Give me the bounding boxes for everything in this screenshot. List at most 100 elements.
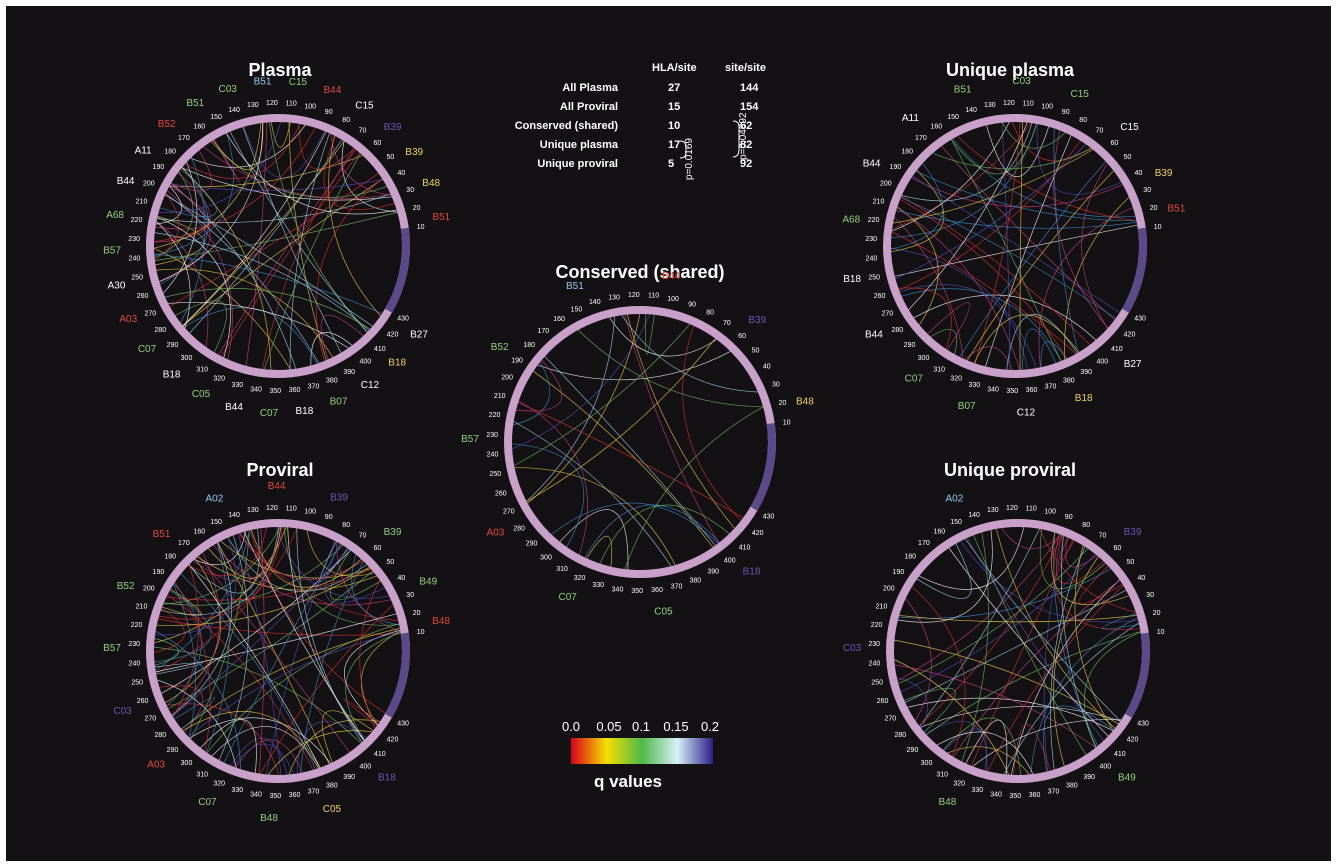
tick-label: 120: [266, 100, 278, 107]
tick-label: 220: [868, 217, 880, 224]
tick-label: 170: [915, 135, 927, 142]
tick-label: 90: [325, 514, 333, 521]
chord: [951, 123, 1037, 175]
chord: [154, 127, 316, 243]
hla-label: C07: [198, 797, 217, 808]
chord: [898, 548, 1089, 684]
tick-label: 20: [1153, 610, 1161, 617]
tick-label: 250: [871, 679, 883, 686]
genome-ring: [146, 519, 410, 783]
tick-label: 50: [1124, 154, 1132, 161]
tick-label: 410: [374, 751, 386, 758]
chord: [226, 133, 397, 215]
chord: [512, 314, 651, 450]
chord: [537, 351, 731, 381]
hla-label: C03: [843, 643, 862, 654]
chord: [911, 586, 966, 757]
tick-label: 360: [1029, 792, 1041, 799]
tick-label: 60: [1111, 140, 1119, 147]
ring-segment: [1121, 227, 1148, 313]
chord: [167, 594, 314, 771]
chord: [156, 566, 370, 626]
chord: [1053, 532, 1099, 747]
chord: [258, 528, 265, 774]
chord: [890, 247, 1037, 369]
tick-label: 50: [752, 348, 760, 355]
chord: [897, 529, 993, 623]
chord: [154, 232, 370, 331]
chord: [345, 632, 401, 741]
chord: [893, 149, 1094, 224]
chord: [289, 133, 330, 370]
chord: [235, 739, 303, 773]
chord: [208, 526, 281, 579]
tick-label: 320: [213, 376, 225, 383]
tick-label: 160: [193, 123, 205, 130]
chord: [896, 210, 1137, 229]
hla-label: B51: [186, 98, 204, 109]
chord: [551, 502, 719, 544]
tick-label: 400: [1096, 359, 1108, 366]
chord: [919, 527, 1025, 590]
tick-label: 310: [196, 366, 208, 373]
tick-label: 20: [779, 400, 787, 407]
genome-ring: [146, 114, 410, 378]
tick-label: 370: [308, 789, 320, 796]
chord: [189, 139, 343, 334]
chord: [905, 589, 1127, 703]
chord: [288, 719, 381, 775]
hla-label: B18: [843, 274, 861, 285]
tick-label: 400: [359, 764, 371, 771]
hla-label: B49: [1118, 772, 1136, 783]
tick-label: 270: [503, 508, 515, 515]
tick-label: 70: [359, 532, 367, 539]
chord: [265, 540, 336, 775]
chord: [218, 535, 249, 761]
chord: [213, 139, 240, 183]
tick-label: 80: [1079, 117, 1087, 124]
tick-label: 430: [763, 513, 775, 520]
tick-label: 120: [628, 292, 640, 299]
legend-tick: 0.15: [663, 719, 689, 734]
chord: [516, 359, 562, 412]
tick-label: 390: [1083, 774, 1095, 781]
chord: [586, 535, 613, 567]
chord: [155, 530, 250, 671]
stats-label: All Plasma: [562, 82, 618, 94]
chord: [890, 163, 944, 250]
hla-label: B44: [863, 158, 881, 169]
chord: [159, 122, 264, 282]
tick-label: 210: [136, 198, 148, 205]
chord: [513, 421, 672, 567]
tick-label: 40: [398, 170, 406, 177]
chord: [1038, 207, 1134, 368]
hla-label: B57: [103, 643, 121, 654]
tick-label: 260: [877, 698, 889, 705]
stats-hla: 27: [668, 82, 681, 94]
tick-label: 90: [1062, 109, 1070, 116]
tick-label: 370: [308, 384, 320, 391]
chord: [153, 123, 262, 249]
chord: [1010, 579, 1120, 775]
chord: [153, 608, 185, 653]
tick-label: 340: [250, 386, 262, 393]
tick-label: 80: [342, 117, 350, 124]
tick-label: 220: [489, 412, 501, 419]
hla-label: B18: [163, 369, 181, 380]
hla-label: B57: [103, 245, 121, 256]
ring-segment: [750, 423, 776, 511]
tick-label: 260: [874, 293, 886, 300]
chord: [190, 530, 250, 740]
q-value-colorbar: [571, 738, 713, 764]
legend-tick: 0.05: [596, 719, 622, 734]
stats-site: 144: [740, 82, 759, 94]
tick-label: 290: [167, 747, 179, 754]
tick-label: 290: [907, 747, 919, 754]
hla-label: A68: [842, 214, 860, 225]
genome-ring: [883, 114, 1147, 378]
chord: [267, 730, 373, 775]
chord: [158, 121, 281, 213]
tick-label: 150: [571, 306, 583, 313]
tick-label: 330: [971, 787, 983, 794]
